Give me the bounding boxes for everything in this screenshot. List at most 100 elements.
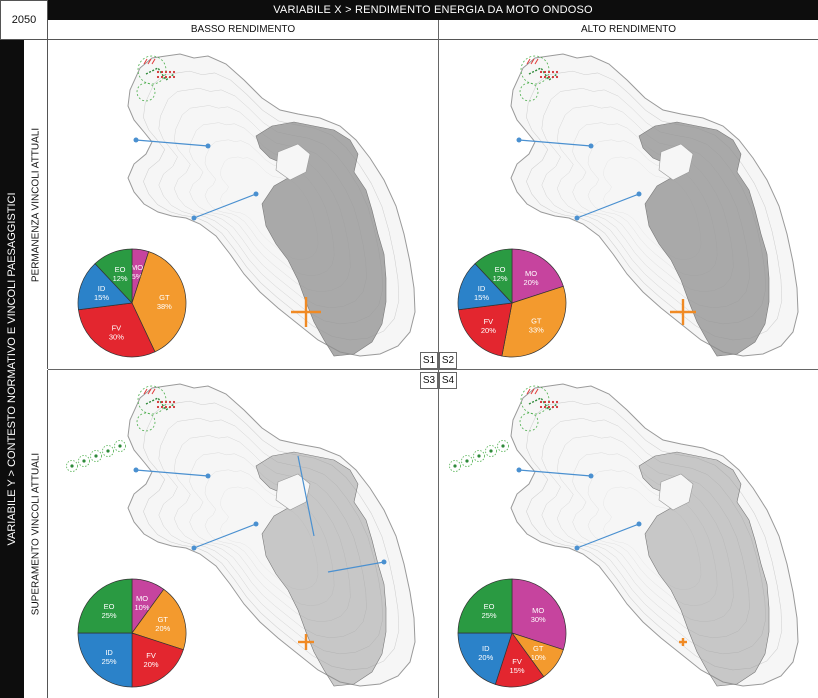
wind-turbine [489, 449, 493, 453]
year-label: 2050 [0, 0, 48, 40]
connection-line [135, 139, 209, 147]
plant-boundary [137, 55, 167, 85]
pie-slice-fv [494, 632, 545, 688]
pie-value-id: 20% [478, 653, 493, 662]
island-outline [127, 383, 416, 687]
pie-value-gt: 33% [529, 325, 544, 334]
pie-label-eo: EO [104, 602, 115, 611]
contour-line [541, 418, 766, 655]
red-marker [160, 405, 164, 409]
pie-value-id: 15% [94, 293, 109, 302]
pie-value-fv: 30% [109, 332, 124, 341]
plant-boundary [519, 412, 539, 432]
hatch-mark [534, 58, 539, 65]
red-marker [164, 400, 168, 404]
red-marker [160, 75, 164, 79]
pie-label-fv: FV [484, 317, 494, 326]
connection-line [297, 455, 315, 537]
red-marker [156, 400, 160, 404]
scenario-panel-s3: MO 10% GT 20% FV 20% ID 25% EO 25% [48, 370, 438, 698]
connection-line [576, 193, 640, 219]
pie-label-mo: MO [136, 594, 148, 603]
wind-turbine [82, 459, 86, 463]
pie-value-eo: 25% [102, 611, 117, 620]
scenario-panel-s2: MO 20% GT 33% FV 20% ID 15% EO 12% [439, 40, 818, 369]
variable-y-header: VARIABILE Y > CONTESTO NORMATIVO E VINCO… [0, 40, 24, 698]
pie-label-id: ID [482, 644, 490, 653]
scenario-panel-s1: MO 5% GT 38% FV 30% ID 15% EO 12% [48, 40, 438, 369]
plant-boundary [137, 385, 167, 415]
connection-node [205, 473, 211, 479]
protected-zone [638, 451, 770, 687]
red-marker [543, 405, 547, 409]
connection-line [518, 139, 592, 147]
pie-label-fv: FV [512, 657, 522, 666]
red-marker [551, 405, 555, 409]
red-marker [543, 70, 547, 74]
red-marker [156, 405, 160, 409]
connection-node [205, 143, 211, 149]
protected-zone [638, 121, 770, 357]
zone-gap [275, 473, 311, 511]
hatch-mark [530, 388, 535, 395]
wind-turbine-zone [449, 460, 461, 472]
pie-value-mo: 10% [135, 603, 150, 612]
red-marker [172, 75, 176, 79]
pie-label-eo: EO [115, 265, 126, 274]
pie-label-fv: FV [112, 323, 122, 332]
zone-gap [658, 143, 694, 181]
wind-turbine-zone [461, 455, 473, 467]
pie-slice-fv [458, 302, 513, 357]
map-group [127, 53, 416, 357]
pie-label-gt: GT [533, 644, 544, 653]
connection-node [191, 215, 197, 221]
wind-turbine-zone [497, 440, 509, 452]
red-marker [539, 405, 543, 409]
pie-slice-mo [511, 248, 564, 304]
red-marker [172, 405, 176, 409]
pie-label-gt: GT [531, 316, 542, 325]
red-marker [164, 75, 168, 79]
pie-value-mo: 20% [524, 278, 539, 287]
connection-node [133, 467, 139, 473]
row-label-superamento: SUPERAMENTO VINCOLI ATTUALI [30, 452, 42, 616]
red-marker [160, 70, 164, 74]
plant-boundary [519, 82, 539, 102]
map-group [510, 53, 799, 357]
column-divider [438, 20, 439, 698]
scenario-tag-s2: S2 [439, 352, 457, 369]
pie-label-gt: GT [158, 615, 169, 624]
connection-node [516, 467, 522, 473]
connection-node [253, 521, 259, 527]
column-header-alto: ALTO RENDIMENTO [439, 20, 818, 40]
connection-node [636, 191, 642, 197]
contour-line [143, 400, 400, 671]
connection-node [381, 559, 387, 565]
pie-value-fv: 20% [481, 326, 496, 335]
protected-zone [255, 451, 387, 687]
hatch-mark [530, 58, 535, 65]
wind-turbine [501, 444, 505, 448]
red-marker [551, 75, 555, 79]
pie-slice-gt [131, 588, 187, 651]
plant-boundary [520, 385, 550, 415]
zone-gap [275, 143, 311, 181]
row-header-superamento: SUPERAMENTO VINCOLI ATTUALI [24, 370, 48, 698]
column-header-basso: BASSO RENDIMENTO [48, 20, 438, 40]
scenario-panel-s4: MO 30% GT 10% FV 15% ID 20% EO 25% [439, 370, 818, 698]
pie-slice-eo [474, 248, 513, 304]
pie-label-id: ID [478, 284, 486, 293]
pie-value-gt: 38% [157, 302, 172, 311]
pie-value-id: 15% [474, 293, 489, 302]
pie-value-eo: 25% [482, 611, 497, 620]
pie-slice-eo [457, 578, 513, 634]
red-marker [543, 75, 547, 79]
pie-label-mo: MO [525, 269, 537, 278]
pie-value-gt: 20% [155, 624, 170, 633]
plant-boundary [136, 412, 156, 432]
row-header-permanenza: PERMANENZA VINCOLI ATTUALI [24, 40, 48, 369]
red-marker [164, 405, 168, 409]
red-marker [551, 70, 555, 74]
